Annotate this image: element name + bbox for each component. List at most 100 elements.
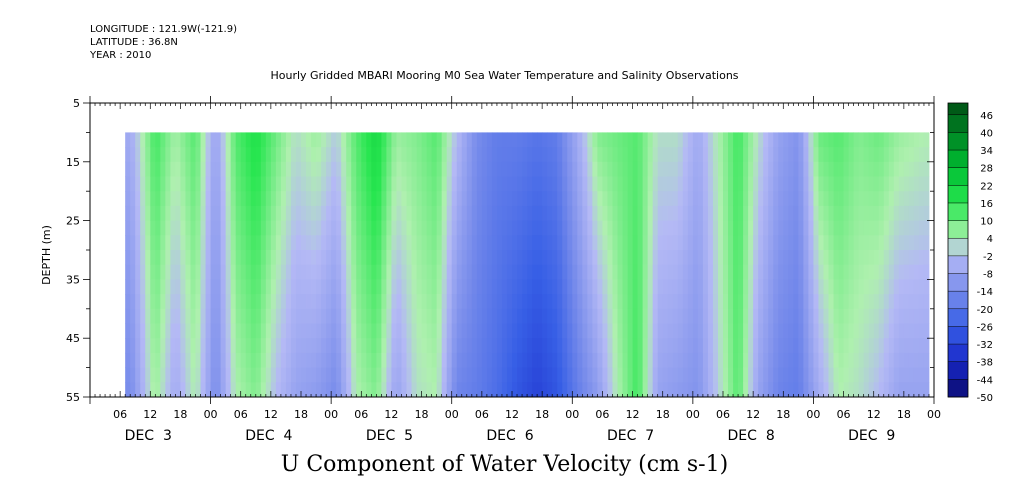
heatmap-cell	[778, 220, 784, 236]
heatmap-cell	[220, 147, 227, 163]
heatmap-cell	[517, 367, 523, 383]
heatmap-cell	[491, 352, 498, 368]
heatmap-cell	[908, 147, 915, 163]
heatmap-cell	[642, 161, 649, 177]
heatmap-cell	[758, 382, 764, 398]
heatmap-cell	[376, 323, 382, 339]
heatmap-cell	[336, 191, 342, 207]
heatmap-cell	[918, 294, 925, 310]
heatmap-cell	[622, 191, 628, 207]
heatmap-cell	[371, 382, 377, 398]
heatmap-cell	[682, 132, 689, 148]
heatmap-cell	[738, 279, 744, 295]
heatmap-cell	[190, 382, 196, 398]
heatmap-cell	[712, 132, 719, 148]
heatmap-cell	[301, 264, 307, 280]
heatmap-cell	[431, 352, 438, 368]
heatmap-cell	[270, 147, 277, 163]
heatmap-cell	[712, 250, 719, 266]
heatmap-cell	[351, 308, 357, 324]
heatmap-cell	[501, 323, 508, 339]
heatmap-cell	[818, 132, 824, 148]
heatmap-cell	[481, 205, 488, 221]
heatmap-cell	[848, 191, 855, 207]
heatmap-cell	[657, 294, 664, 310]
heatmap-cell	[848, 264, 855, 280]
heatmap-cell	[155, 205, 161, 221]
heatmap-cell	[190, 235, 196, 251]
heatmap-cell	[828, 250, 834, 266]
heatmap-cell	[758, 205, 764, 221]
heatmap-cell	[406, 338, 412, 354]
heatmap-cell	[461, 264, 468, 280]
heatmap-cell	[838, 352, 844, 368]
heatmap-cell	[401, 294, 407, 310]
heatmap-cell	[165, 235, 171, 251]
heatmap-cell	[743, 235, 749, 251]
heatmap-cell	[280, 176, 287, 192]
heatmap-cell	[793, 250, 799, 266]
heatmap-cell	[517, 161, 523, 177]
heatmap-cell	[848, 147, 855, 163]
heatmap-cell	[341, 147, 347, 163]
heatmap-cell	[381, 338, 387, 354]
heatmap-cell	[411, 352, 417, 368]
heatmap-cell	[602, 220, 608, 236]
heatmap-cell	[321, 191, 327, 207]
heatmap-cell	[808, 176, 814, 192]
heatmap-cell	[883, 132, 890, 148]
heatmap-cell	[637, 294, 644, 310]
heatmap-cell	[527, 338, 533, 354]
heatmap-cell	[627, 205, 633, 221]
heatmap-cell	[687, 191, 694, 207]
heatmap-cell	[396, 205, 402, 221]
heatmap-cell	[391, 176, 397, 192]
heatmap-cell	[195, 176, 201, 192]
heatmap-cell	[125, 294, 131, 310]
heatmap-cell	[346, 250, 352, 266]
heatmap-cell	[858, 132, 865, 148]
heatmap-cell	[240, 338, 247, 354]
heatmap-cell	[712, 352, 719, 368]
heatmap-cell	[542, 294, 548, 310]
heatmap-cell	[893, 382, 900, 398]
heatmap-cell	[883, 147, 890, 163]
heatmap-cell	[898, 220, 905, 236]
heatmap-cell	[386, 338, 392, 354]
heatmap-cell	[823, 279, 829, 295]
heatmap-cell	[451, 338, 458, 354]
y-tick-label: 35	[66, 273, 80, 286]
heatmap-cell	[321, 147, 327, 163]
heatmap-cell	[411, 250, 417, 266]
heatmap-cell	[421, 352, 427, 368]
colorbar-label: 34	[980, 146, 993, 157]
heatmap-cell	[220, 250, 227, 266]
heatmap-cell	[501, 264, 508, 280]
heatmap-cell	[381, 308, 387, 324]
heatmap-cell	[517, 220, 523, 236]
heatmap-cell	[537, 352, 543, 368]
heatmap-cell	[923, 161, 930, 177]
heatmap-cell	[446, 235, 453, 251]
heatmap-cell	[788, 250, 794, 266]
heatmap-cell	[642, 264, 649, 280]
heatmap-cell	[341, 323, 347, 339]
heatmap-cell	[758, 191, 764, 207]
heatmap-cell	[838, 191, 844, 207]
heatmap-cell	[823, 220, 829, 236]
heatmap-cell	[577, 279, 583, 295]
heatmap-cell	[813, 161, 819, 177]
heatmap-cell	[200, 220, 206, 236]
heatmap-cell	[336, 279, 342, 295]
heatmap-cell	[652, 279, 659, 295]
heatmap-cell	[763, 352, 769, 368]
heatmap-cell	[406, 367, 412, 383]
heatmap-cell	[331, 367, 337, 383]
heatmap-cell	[647, 367, 654, 383]
heatmap-cell	[381, 161, 387, 177]
heatmap-cell	[562, 294, 568, 310]
heatmap-cell	[642, 132, 649, 148]
heatmap-cell	[813, 382, 819, 398]
heatmap-cell	[466, 205, 473, 221]
heatmap-cell	[763, 205, 769, 221]
